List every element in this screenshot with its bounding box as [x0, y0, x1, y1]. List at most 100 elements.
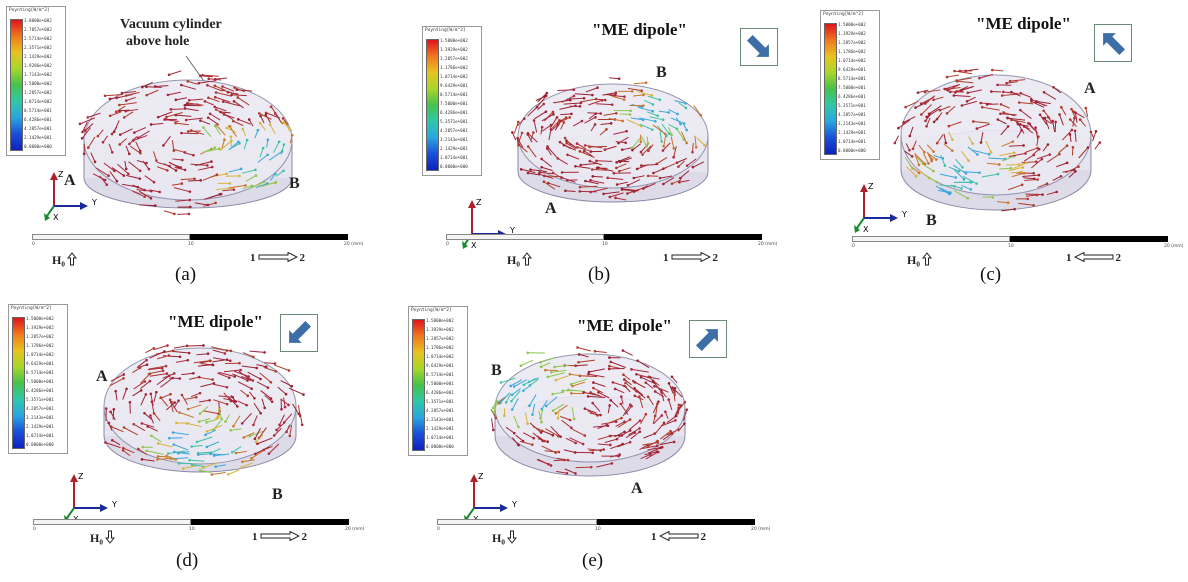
field-arrow	[570, 378, 588, 385]
dipole-direction-box	[280, 314, 318, 352]
field-arrow	[587, 112, 601, 115]
field-arrow	[181, 84, 196, 90]
field-arrow-head	[674, 419, 677, 422]
field-arrow	[988, 157, 1006, 160]
scale-ruler: 0 10 20 (mm)	[33, 519, 364, 532]
field-arrow	[1035, 127, 1039, 140]
field-arrow	[668, 109, 678, 115]
field-arrow	[92, 173, 106, 181]
field-arrow	[642, 442, 658, 446]
field-arrow	[556, 470, 568, 474]
field-arrow	[583, 150, 593, 157]
color-legend: Poynting[W/m^2] 1.5000e+002 1.3929e+002 1.…	[408, 306, 468, 456]
field-arrow-head	[240, 465, 244, 469]
field-arrow-head	[1048, 153, 1052, 156]
field-arrow	[126, 174, 140, 180]
field-arrow-head	[1019, 108, 1022, 112]
field-arrow	[633, 380, 645, 388]
field-arrow	[1008, 152, 1026, 158]
field-arrow-head	[1011, 140, 1015, 143]
field-arrow-head	[234, 400, 238, 403]
h0-direction-label: H₀	[492, 530, 517, 546]
field-arrow	[628, 427, 640, 436]
field-arrow	[1072, 118, 1075, 127]
field-arrow	[659, 441, 675, 446]
h0-text: H₀	[52, 253, 65, 267]
field-arrow-head	[971, 120, 975, 123]
field-arrow	[529, 379, 539, 386]
field-arrow-head	[611, 381, 615, 384]
field-arrow	[610, 454, 620, 458]
field-arrow-head	[615, 166, 618, 170]
field-arrow	[923, 153, 929, 164]
color-legend: Poynting[W/m^2] 3.0000e+002 2.7857e+002 2.…	[6, 6, 66, 156]
field-arrow	[625, 432, 636, 439]
field-arrow	[1011, 172, 1025, 178]
field-arrow	[191, 130, 205, 135]
field-arrow-head	[78, 122, 82, 126]
field-arrow	[609, 192, 624, 198]
poynting-arrows	[893, 68, 1102, 212]
field-arrow	[237, 381, 252, 390]
h0-text: H₀	[492, 531, 505, 545]
legend-value: 2.1429e+001	[838, 130, 866, 135]
field-arrow	[240, 389, 249, 397]
field-arrow-head	[587, 370, 591, 374]
field-arrow	[245, 175, 257, 182]
field-arrow	[608, 417, 622, 424]
field-arrow	[623, 374, 631, 381]
field-arrow	[214, 106, 227, 112]
field-arrow	[946, 74, 959, 78]
field-arrow-head	[118, 143, 122, 146]
field-arrow-head	[520, 131, 524, 135]
field-arrow	[237, 97, 250, 106]
field-arrow-head	[150, 434, 153, 438]
ruler-black-segment	[190, 234, 348, 240]
field-arrow	[292, 403, 300, 415]
field-arrow-head	[136, 185, 140, 189]
field-arrow	[140, 394, 147, 406]
field-arrow-head	[145, 358, 148, 362]
field-arrow	[149, 350, 165, 359]
field-arrow	[266, 139, 269, 148]
field-arrow-head	[186, 79, 190, 83]
port-two-label: 2	[700, 531, 707, 543]
field-arrow	[537, 103, 545, 111]
field-arrow-head	[653, 384, 656, 388]
field-arrow-head	[556, 416, 560, 420]
field-arrow	[172, 158, 183, 161]
field-arrow-head	[1070, 128, 1074, 132]
field-arrow-head	[679, 404, 683, 407]
field-arrow-head	[670, 133, 673, 137]
field-arrow	[553, 459, 565, 462]
field-arrow	[659, 175, 673, 179]
field-arrow	[223, 101, 240, 107]
field-arrow	[906, 166, 917, 177]
field-arrow	[518, 144, 528, 153]
field-arrow-head	[156, 115, 160, 119]
field-arrow-head	[685, 128, 688, 132]
field-arrow-head	[269, 105, 273, 109]
field-arrow-head	[656, 439, 659, 443]
field-arrow-head	[586, 395, 590, 398]
legend-title: Poynting[W/m^2]	[9, 8, 50, 13]
field-arrow-head	[108, 114, 112, 118]
field-arrow	[578, 353, 589, 358]
field-arrow	[268, 443, 280, 454]
field-arrow	[249, 430, 264, 437]
field-arrow-head	[96, 134, 100, 138]
field-arrow-head	[620, 148, 624, 151]
field-arrow-head	[522, 389, 525, 392]
field-arrow-head	[542, 180, 546, 184]
me-dipole-label: "ME dipole"	[592, 20, 687, 39]
legend-value: 9.6429e+001	[426, 363, 454, 368]
field-arrow	[1023, 154, 1035, 162]
field-arrow	[265, 114, 271, 124]
field-arrow	[668, 127, 673, 136]
field-arrow-head	[589, 178, 592, 182]
field-arrow	[627, 179, 641, 186]
field-arrow-head	[188, 190, 192, 193]
legend-value: 3.2143e+001	[26, 415, 54, 420]
field-arrow	[894, 135, 900, 144]
field-arrow-head	[667, 111, 670, 114]
